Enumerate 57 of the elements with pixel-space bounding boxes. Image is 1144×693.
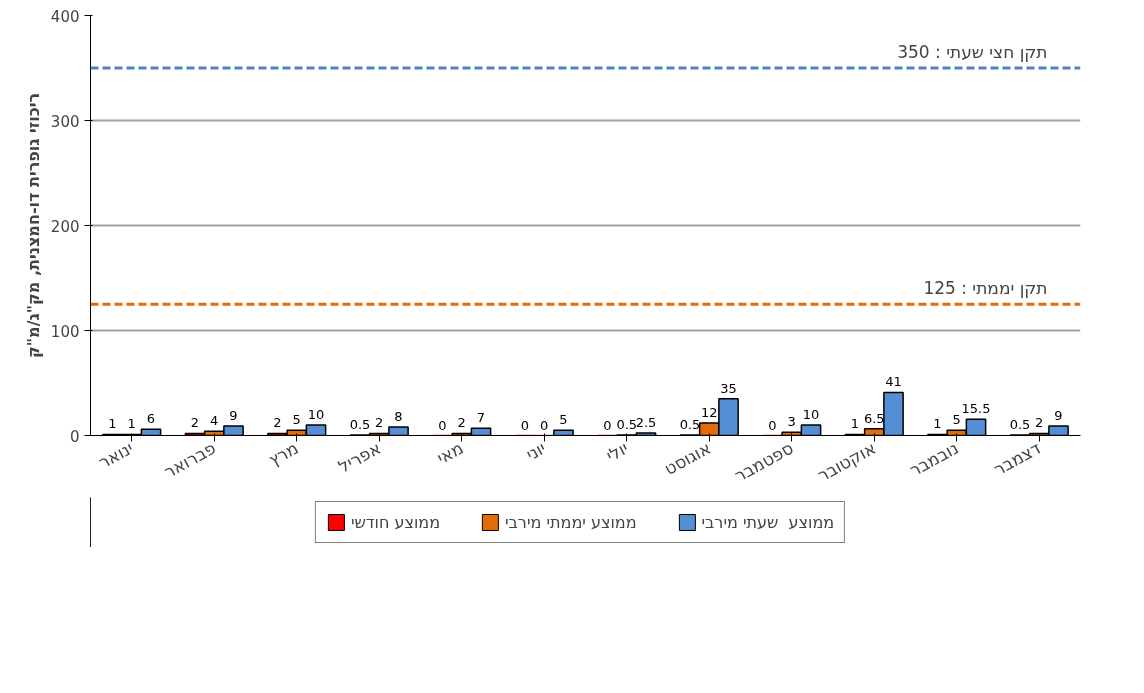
x-tick-label: מרץ: [265, 437, 302, 470]
legend-label: ממוצע שעתי מירבי: [701, 512, 835, 532]
data-label: 10: [307, 407, 325, 422]
data-label: 3: [787, 414, 796, 430]
legend-label: ממוצע חודשי: [350, 512, 441, 532]
data-label: 2.5: [635, 414, 657, 430]
data-label: 0: [438, 417, 447, 433]
x-tick-label: נובמבר: [906, 437, 962, 481]
data-label: 5: [952, 412, 961, 428]
data-label: 5: [292, 412, 301, 428]
data-label: 2: [273, 415, 282, 431]
ref-line-label: תקן יממתי : 125: [923, 278, 1048, 299]
data-label: 10: [802, 407, 820, 422]
data-label: 35: [720, 380, 737, 396]
data-label: 1: [127, 416, 136, 432]
y-axis-title: ריכוזי גופרית דו-חמצנית, מק"ג/מ"ק: [23, 92, 43, 359]
x-tick-label: מאי: [433, 437, 467, 469]
data-label: 6: [146, 411, 156, 427]
legend-label: ממוצע יממתי מירבי: [505, 512, 637, 532]
y-tick-label: 200: [50, 217, 80, 236]
x-tick-label: ינואר: [95, 437, 137, 473]
y-tick-label: 400: [50, 7, 80, 26]
ref-line-label: תקן חצי שעתי : 350: [897, 42, 1048, 62]
data-label: 0.5: [349, 416, 371, 432]
data-label: 2: [457, 415, 466, 431]
data-label: 9: [1054, 408, 1063, 424]
data-label: 0: [768, 417, 777, 433]
data-label: 41: [885, 374, 902, 390]
data-label: 0: [540, 417, 549, 433]
data-label: 15.5: [961, 401, 991, 417]
data-label: 8: [394, 409, 403, 425]
data-label: 0: [520, 417, 530, 433]
y-tick-label: 300: [50, 112, 80, 131]
x-tick-label: פברואר: [160, 437, 220, 482]
data-label: 0: [603, 417, 612, 433]
x-tick-label: אוקטובר: [814, 437, 880, 486]
data-label: 0.5: [679, 416, 701, 432]
data-label: 2: [190, 415, 200, 431]
x-tick-label: יולי: [602, 437, 632, 466]
data-label: 1: [933, 416, 942, 432]
x-tick-label: דצמבר: [990, 437, 1045, 480]
data-label: 0.5: [1009, 416, 1031, 432]
data-label: 9: [229, 408, 238, 424]
y-tick-label: 0: [69, 427, 80, 446]
data-label: 12: [700, 404, 718, 420]
data-label: 2: [1035, 415, 1044, 431]
x-tick-label: ספטמבר: [731, 437, 797, 486]
data-label: 4: [210, 413, 219, 429]
x-tick-label: יוני: [522, 437, 550, 465]
data-label: 1: [108, 416, 117, 432]
data-label: 5: [559, 412, 568, 428]
x-tick-label: אוגוסט: [660, 437, 715, 480]
y-tick-label: 100: [50, 322, 80, 341]
data-label: 2: [375, 415, 384, 431]
x-tick-label: אפריל: [334, 437, 385, 477]
data-label: 1: [850, 416, 860, 432]
data-label: 7: [476, 410, 486, 426]
